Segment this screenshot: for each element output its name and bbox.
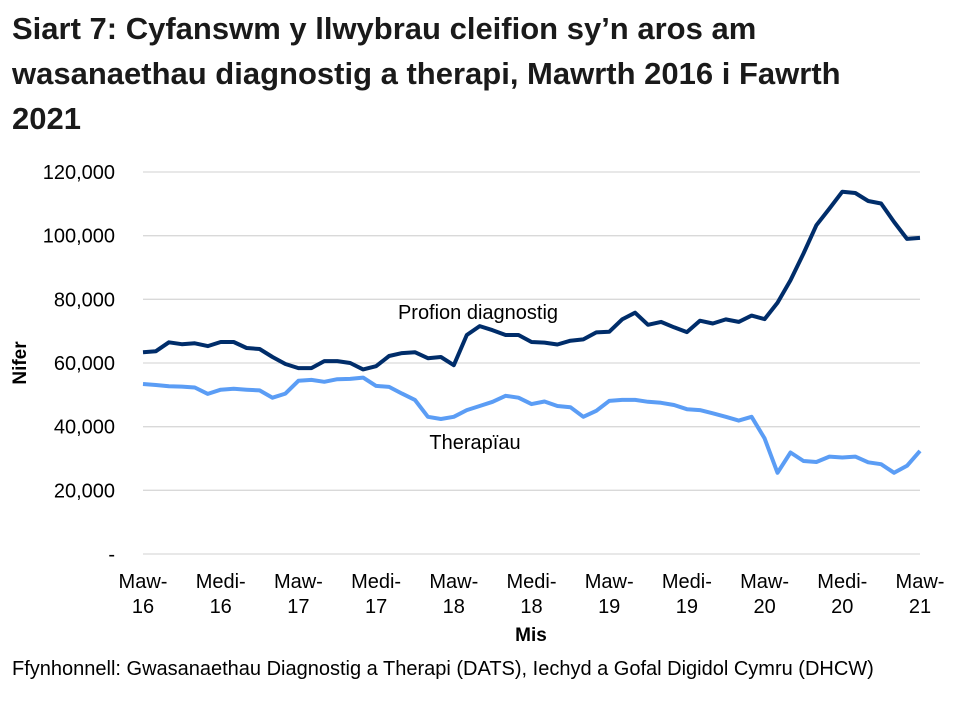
x-tick-label: Medi-20	[817, 571, 867, 618]
x-tick-label: Medi-19	[662, 571, 712, 618]
x-tick-label: Maw-19	[585, 571, 634, 618]
y-tick-label: 20,000	[54, 480, 115, 502]
y-tick-label: 100,000	[43, 226, 115, 248]
y-tick-label: 80,000	[54, 289, 115, 311]
series-label-therapies: Therapïau	[429, 432, 520, 454]
y-tick-label: 40,000	[54, 417, 115, 439]
x-tick-label: Maw-20	[740, 571, 789, 618]
y-tick-labels: - 20,000 40,000 60,000 80,000 100,000 120,000	[43, 162, 115, 566]
x-tick-label: Maw-16	[119, 571, 168, 618]
x-tick-label: Medi-16	[196, 571, 246, 618]
chart-title: Siart 7: Cyfanswm y llwybrau cleifion sy…	[12, 11, 841, 136]
x-tick-label: Maw-18	[429, 571, 478, 618]
y-tick-label: 120,000	[43, 162, 115, 184]
y-axis-label: Nifer	[10, 341, 31, 385]
y-tick-label: -	[108, 544, 115, 566]
series-label-diagnostic: Profion diagnostig	[398, 302, 558, 324]
x-axis-label: Mis	[515, 625, 547, 646]
series-line-therapies	[142, 375, 922, 475]
y-tick-label: 60,000	[54, 353, 115, 375]
source-note: Ffynhonnell: Gwasanaethau Diagnostig a T…	[12, 658, 874, 680]
x-tick-label: Maw-17	[274, 571, 323, 618]
x-tick-label: Maw-21	[896, 571, 945, 618]
gridlines	[143, 171, 920, 555]
x-tick-labels: Maw-16 Medi-16 Maw-17 Medi-17 Maw-18 Medi-18 M…	[119, 571, 945, 618]
series-line-diagnostic	[142, 189, 921, 372]
x-tick-label: Medi-17	[351, 571, 401, 618]
x-tick-label: Medi-18	[506, 571, 556, 618]
series-lines	[142, 189, 922, 475]
